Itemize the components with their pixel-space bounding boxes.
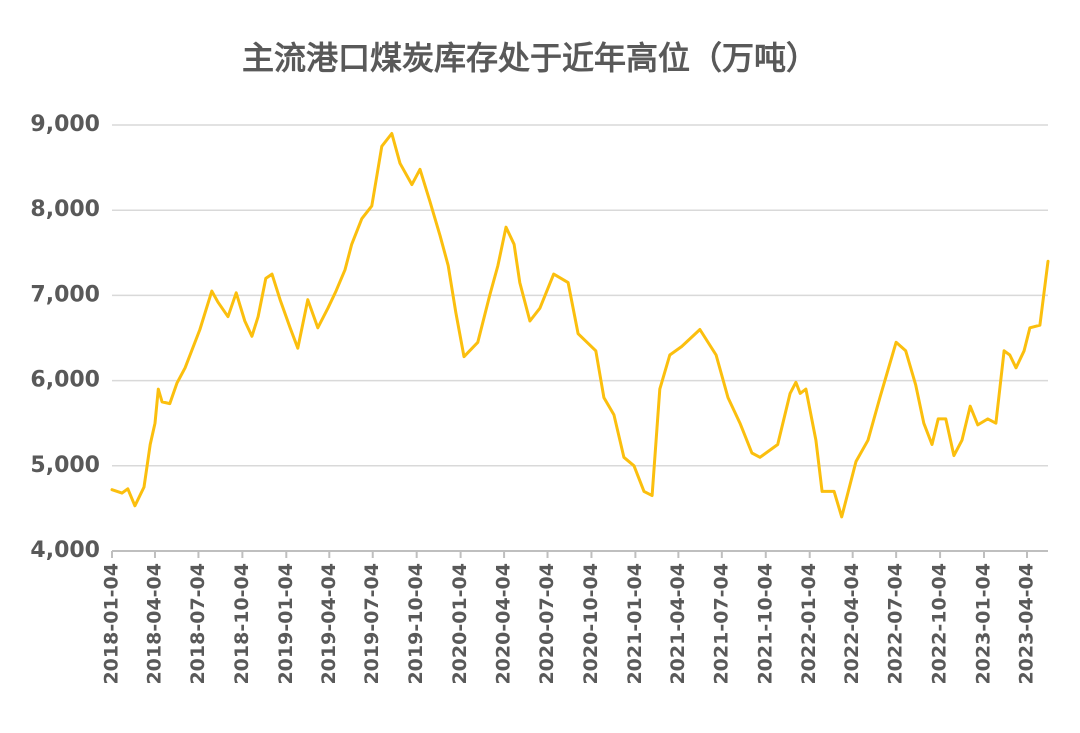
x-tick-label: 2022-10-04: [929, 563, 951, 685]
x-tick-label: 2020-04-04: [493, 563, 515, 685]
x-tick-label: 2021-04-04: [667, 563, 689, 685]
x-tick-label: 2020-10-04: [580, 563, 602, 685]
x-tick-label: 2020-07-04: [536, 563, 558, 685]
x-tick-label: 2022-01-04: [798, 563, 820, 685]
x-tick-label: 2019-04-04: [318, 563, 340, 685]
y-tick-label: 6,000: [30, 368, 100, 393]
x-tick-label: 2018-01-04: [101, 563, 123, 685]
x-tick-label: 2019-01-04: [275, 563, 297, 685]
y-tick-label: 7,000: [30, 282, 100, 307]
x-tick-label: 2020-01-04: [449, 563, 471, 685]
x-tick-label: 2018-10-04: [231, 563, 253, 685]
y-tick-label: 4,000: [30, 538, 100, 563]
y-tick-label: 8,000: [30, 197, 100, 222]
x-tick-label: 2018-07-04: [187, 563, 209, 685]
x-tick-label: 2019-07-04: [361, 563, 383, 685]
x-tick-label: 2023-01-04: [973, 563, 995, 685]
chart-title: 主流港口煤炭库存处于近年高位（万吨）: [242, 39, 818, 77]
x-tick-label: 2018-04-04: [143, 563, 165, 685]
x-tick-label: 2021-07-04: [710, 563, 732, 685]
x-tick-label: 2021-10-04: [754, 563, 776, 685]
x-tick-label: 2019-10-04: [405, 563, 427, 685]
x-tick-label: 2023-04-04: [1015, 563, 1037, 685]
y-tick-label: 5,000: [30, 453, 100, 478]
y-tick-label: 9,000: [30, 112, 100, 137]
x-tick-label: 2022-04-04: [841, 563, 863, 685]
data-line: [110, 132, 1050, 519]
x-tick-label: 2022-07-04: [885, 563, 907, 685]
x-tick-label: 2021-01-04: [624, 563, 646, 685]
